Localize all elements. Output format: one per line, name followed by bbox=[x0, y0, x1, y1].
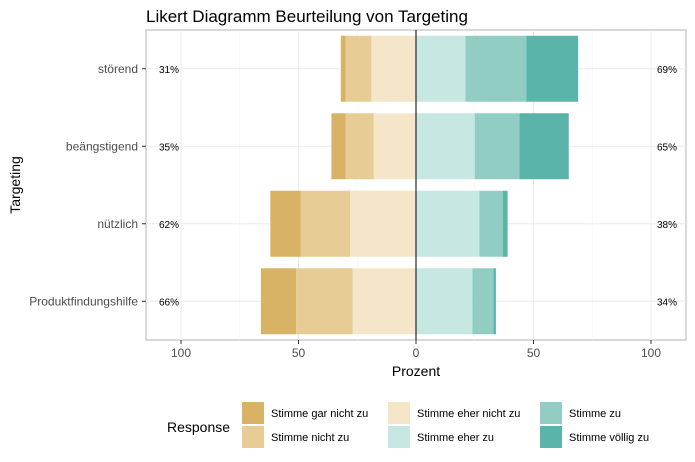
bar-layer bbox=[260, 35, 579, 335]
x-tick-label: 50 bbox=[292, 346, 306, 360]
right-percent-label: 65% bbox=[657, 142, 677, 153]
bar-segment bbox=[373, 113, 416, 180]
bar-segment bbox=[493, 268, 496, 335]
left-percent-label: 62% bbox=[159, 220, 179, 231]
bar-segment bbox=[519, 113, 569, 180]
legend-key bbox=[388, 402, 410, 424]
bar-segment bbox=[331, 113, 346, 180]
legend-label: Stimme eher zu bbox=[417, 432, 494, 444]
bar-segment bbox=[296, 268, 353, 335]
category-label: nützlich bbox=[97, 217, 138, 231]
bar-segment bbox=[526, 35, 579, 102]
left-percent-label: 66% bbox=[159, 297, 179, 308]
x-tick-label: 0 bbox=[413, 346, 420, 360]
bar-segment bbox=[465, 35, 527, 102]
chart-title: Likert Diagramm Beurteilung von Targetin… bbox=[146, 7, 468, 26]
legend-key bbox=[388, 426, 410, 448]
right-percent-label: 38% bbox=[657, 220, 677, 231]
legend-key bbox=[242, 426, 264, 448]
y-tick-labels: störend beängstigend nützlich Produktfindun… bbox=[29, 62, 146, 308]
legend: Stimme gar nicht zu Stimme nicht zu Stimme… bbox=[242, 402, 649, 448]
x-tick-label: 50 bbox=[527, 346, 541, 360]
legend-key bbox=[540, 426, 562, 448]
legend-label: Stimme gar nicht zu bbox=[271, 408, 368, 420]
bar-segment bbox=[260, 268, 297, 335]
category-label: Produktfindungshilfe bbox=[29, 294, 138, 308]
bar-segment bbox=[270, 190, 301, 257]
bar-segment bbox=[300, 190, 351, 257]
x-axis-label: Prozent bbox=[392, 363, 440, 379]
bar-segment bbox=[416, 35, 466, 102]
legend-label: Stimme eher nicht zu bbox=[417, 408, 520, 420]
bar-segment bbox=[479, 190, 503, 257]
bar-segment bbox=[474, 113, 520, 180]
percent-labels: 31% 69% 35% 65% 62% 38% 66% 34% bbox=[159, 65, 677, 309]
bar-segment bbox=[472, 268, 494, 335]
bar-segment bbox=[371, 35, 416, 102]
bar-segment bbox=[352, 268, 416, 335]
legend-title: Response bbox=[167, 419, 230, 435]
bar-segment bbox=[502, 190, 508, 257]
bar-segment bbox=[340, 35, 346, 102]
bar-segment bbox=[416, 190, 480, 257]
left-percent-label: 31% bbox=[159, 65, 179, 76]
x-tick-label: 100 bbox=[171, 346, 191, 360]
right-percent-label: 34% bbox=[657, 297, 677, 308]
legend-key bbox=[540, 402, 562, 424]
bar-segment bbox=[350, 190, 416, 257]
legend-label: Stimme nicht zu bbox=[271, 432, 349, 444]
right-percent-label: 69% bbox=[657, 65, 677, 76]
x-tick-label: 100 bbox=[641, 346, 661, 360]
legend-label: Stimme völlig zu bbox=[569, 432, 649, 444]
bar-segment bbox=[345, 113, 374, 180]
category-label: beängstigend bbox=[66, 139, 138, 153]
legend-label: Stimme zu bbox=[569, 408, 621, 420]
y-axis-label: Targeting bbox=[7, 156, 23, 214]
left-percent-label: 35% bbox=[159, 142, 179, 153]
legend-key bbox=[242, 402, 264, 424]
bar-segment bbox=[416, 268, 473, 335]
bar-segment bbox=[345, 35, 372, 102]
bar-segment bbox=[416, 113, 475, 180]
x-tick-labels: 100 50 0 50 100 bbox=[171, 340, 661, 360]
category-label: störend bbox=[98, 62, 138, 76]
